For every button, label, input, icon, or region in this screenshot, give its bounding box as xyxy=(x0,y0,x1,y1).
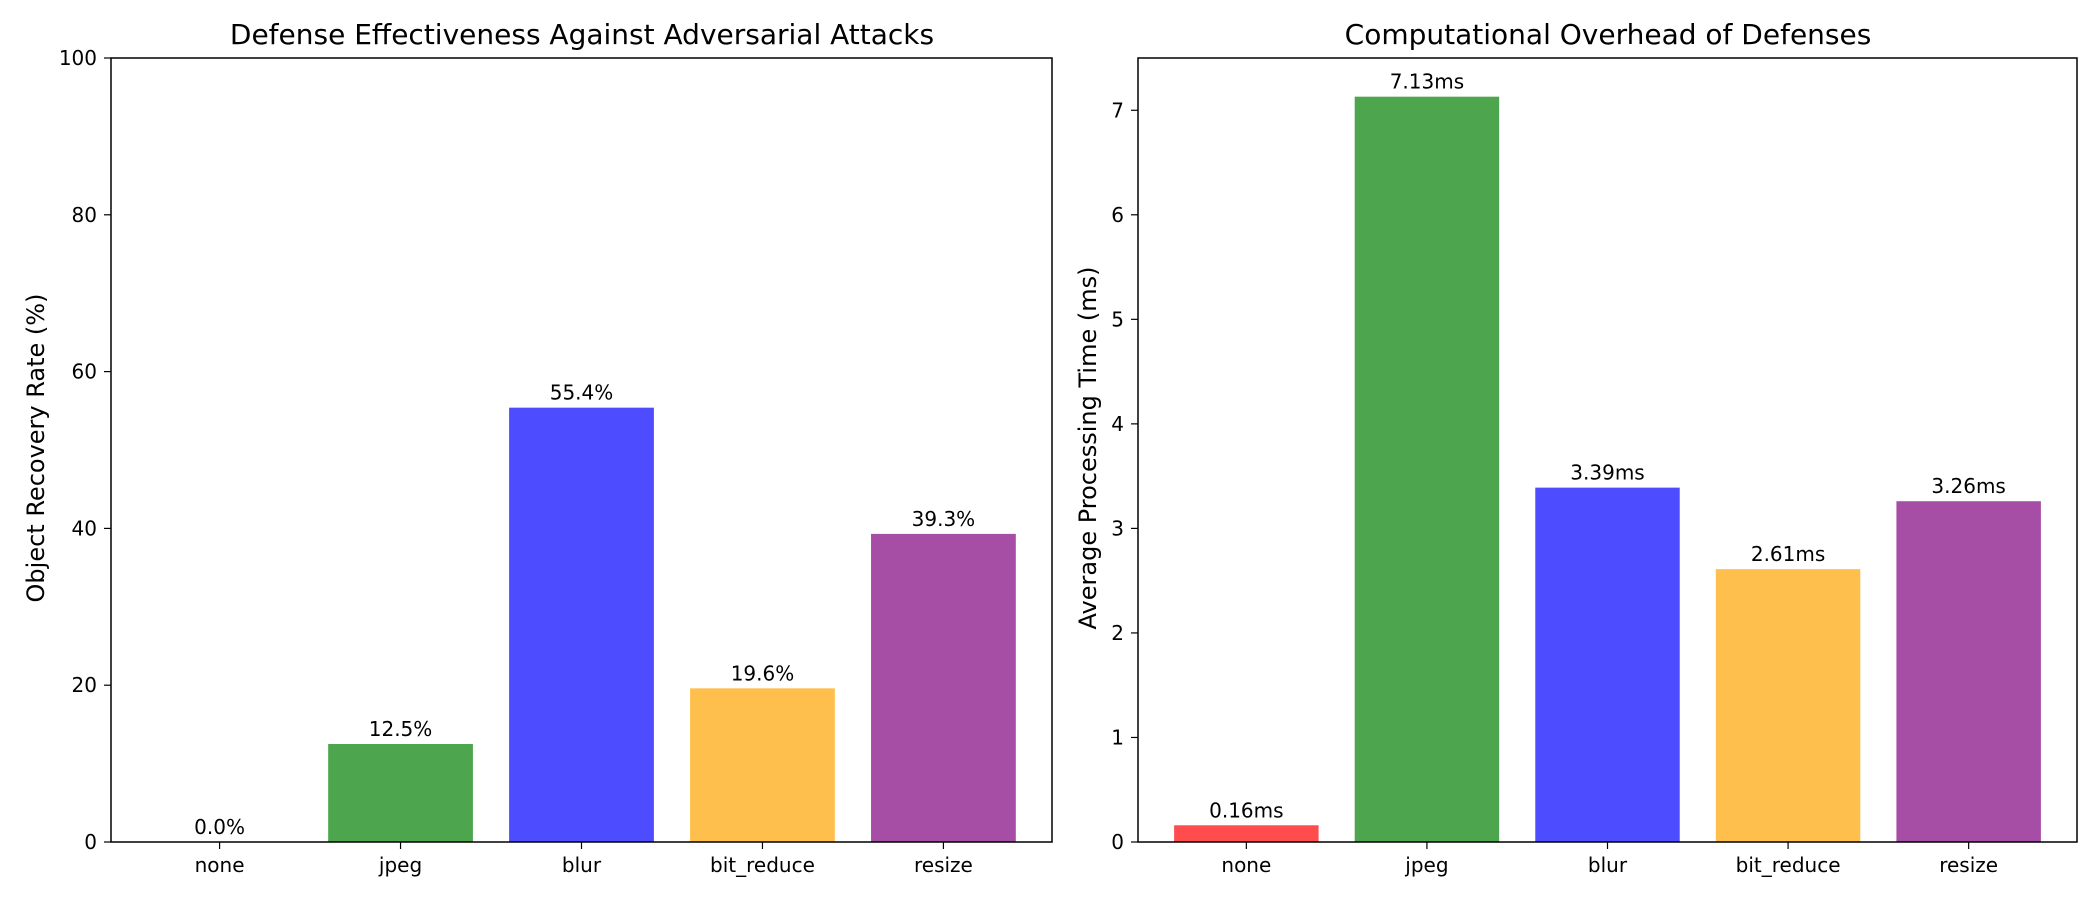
bar-value-label: 0.0% xyxy=(194,815,245,839)
bar-resize xyxy=(1896,501,2041,842)
bar-blur xyxy=(1535,487,1680,842)
bar-none xyxy=(1174,825,1319,842)
tick-group: none jpeg blur bit_reduce resize 0 20 40 60 80 100 xyxy=(59,46,973,877)
y-axis-label: Average Processing Time (ms) xyxy=(1074,267,1102,630)
bar-value-label: 0.16ms xyxy=(1209,798,1283,822)
y-tick-label: 1 xyxy=(1111,725,1124,749)
y-tick-label: 6 xyxy=(1111,203,1124,227)
y-tick-label: 3 xyxy=(1111,516,1124,540)
x-tick-label: resize xyxy=(1939,853,1998,877)
bar-value-label: 2.61ms xyxy=(1751,542,1825,566)
bar-jpeg xyxy=(1354,96,1500,843)
y-tick-label: 80 xyxy=(72,203,97,227)
bar-group: 0.0% 12.5% 55.4% 19.6% 39.3% xyxy=(194,381,1016,842)
tick-group: none jpeg blur bit_reduce resize 0 1 2 3 4 5 6 7 xyxy=(1111,98,1998,877)
x-tick-label: resize xyxy=(914,853,973,877)
bar-bit_reduce xyxy=(1715,569,1861,842)
x-tick-label: blur xyxy=(1588,853,1628,877)
y-tick-label: 7 xyxy=(1111,98,1124,122)
x-tick-label: bit_reduce xyxy=(710,853,815,877)
bar-blur xyxy=(509,407,654,842)
y-axis-label: Object Recovery Rate (%) xyxy=(22,294,50,603)
bar-value-label: 19.6% xyxy=(731,661,795,685)
y-tick-label: 20 xyxy=(72,673,97,697)
y-tick-label: 4 xyxy=(1111,412,1124,436)
recovery-rate-chart: Defense Effectiveness Against Adversaria… xyxy=(22,18,1053,877)
bar-value-label: 39.3% xyxy=(912,507,976,531)
bar-bit_reduce xyxy=(690,688,835,842)
x-tick-label: none xyxy=(1221,853,1271,877)
processing-time-chart: Computational Overhead of Defenses Avera… xyxy=(1074,18,2078,877)
y-tick-label: 100 xyxy=(59,46,97,70)
bar-group: 0.16ms 7.13ms 3.39ms 2.61ms 3.26ms xyxy=(1174,70,2041,843)
y-tick-label: 2 xyxy=(1111,621,1124,645)
x-tick-label: jpeg xyxy=(1404,853,1448,877)
y-tick-label: 0 xyxy=(84,830,97,854)
plot-frame xyxy=(1137,57,2078,843)
x-tick-label: none xyxy=(195,853,245,877)
x-tick-label: blur xyxy=(562,853,602,877)
bar-resize xyxy=(871,533,1016,842)
bar-value-label: 12.5% xyxy=(369,717,433,741)
y-tick-label: 5 xyxy=(1111,307,1124,331)
y-tick-label: 60 xyxy=(72,360,97,384)
plot-frame xyxy=(110,57,1053,843)
x-tick-label: jpeg xyxy=(378,853,422,877)
bar-value-label: 3.26ms xyxy=(1931,474,2005,498)
chart-title: Computational Overhead of Defenses xyxy=(1345,18,1872,51)
bar-value-label: 7.13ms xyxy=(1390,70,1464,94)
chart-title: Defense Effectiveness Against Adversaria… xyxy=(230,18,934,51)
y-tick-label: 40 xyxy=(72,516,97,540)
bar-jpeg xyxy=(328,744,473,842)
x-tick-label: bit_reduce xyxy=(1736,853,1841,877)
y-tick-label: 0 xyxy=(1111,830,1124,854)
bar-value-label: 3.39ms xyxy=(1570,461,1644,485)
bar-value-label: 55.4% xyxy=(550,381,614,405)
